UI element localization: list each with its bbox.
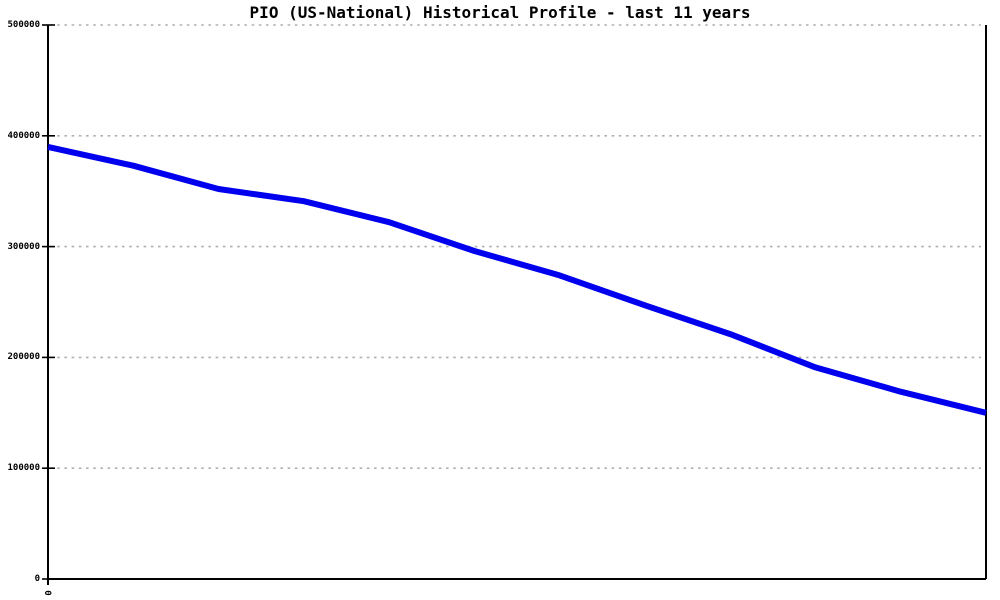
trend-line <box>47 143 987 416</box>
y-axis-tick-label: 200000 <box>7 352 40 363</box>
y-axis-labels: 0 100000 200000 300000 400000 500000 <box>0 0 40 600</box>
y-axis-tick-label: 400000 <box>7 130 40 141</box>
y-axis-tick-label: 300000 <box>7 241 40 252</box>
chart-title: PIO (US-National) Historical Profile - l… <box>249 3 751 22</box>
x-axis-origin-label: 0 <box>42 590 52 596</box>
y-axis-tick-label: 500000 <box>7 20 40 30</box>
y-axis-tick-label: 100000 <box>7 463 40 474</box>
y-axis-tick-label: 0 <box>34 574 40 584</box>
